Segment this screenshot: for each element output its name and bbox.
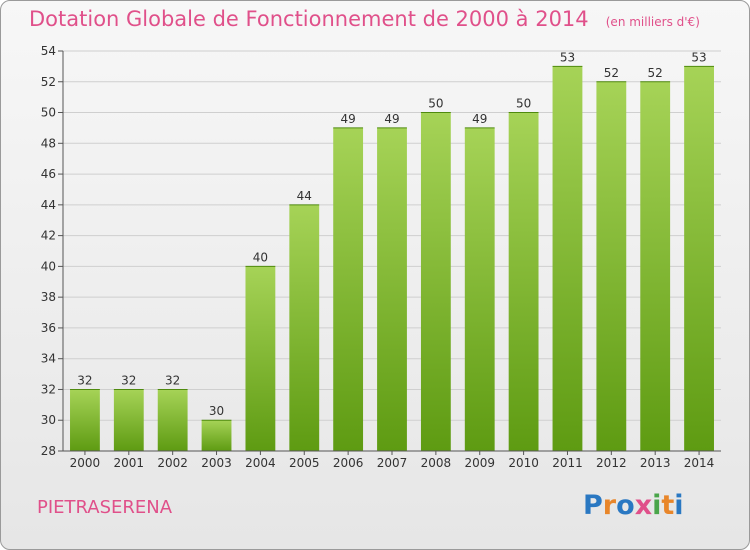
bar <box>640 81 671 452</box>
bar-value-label: 53 <box>560 50 575 64</box>
commune-name: PIETRASERENA <box>37 497 173 518</box>
x-tick-label: 2009 <box>464 456 495 470</box>
logo-letter: r <box>602 490 617 521</box>
x-tick-label: 2010 <box>508 456 539 470</box>
y-tick-label: 40 <box>41 259 56 273</box>
y-tick-label: 50 <box>41 106 56 120</box>
bar-value-label: 32 <box>165 373 180 387</box>
bar <box>333 127 364 451</box>
y-tick-label: 32 <box>41 382 56 396</box>
bar <box>464 127 495 451</box>
x-tick-label: 2011 <box>552 456 583 470</box>
x-tick-label: 2004 <box>245 456 276 470</box>
y-tick-label: 36 <box>41 321 56 335</box>
x-tick-label: 2003 <box>201 456 232 470</box>
y-tick-label: 34 <box>41 352 56 366</box>
x-tick-label: 2013 <box>640 456 671 470</box>
logo-letter: t <box>661 490 675 521</box>
y-tick-label: 46 <box>41 167 56 181</box>
bar-value-label: 52 <box>648 66 663 80</box>
bar-value-label: 49 <box>472 112 487 126</box>
y-tick-label: 28 <box>41 444 56 458</box>
bar <box>508 112 539 452</box>
logo-letter: i <box>674 490 684 521</box>
bar <box>289 204 320 451</box>
bar <box>684 66 714 451</box>
bar-value-label: 50 <box>516 97 531 111</box>
x-tick-label: 2014 <box>684 456 715 470</box>
y-tick-label: 52 <box>41 75 56 89</box>
logo-letter: o <box>616 490 635 521</box>
logo-letter: i <box>652 490 662 521</box>
unit-note: (en milliers d'€) <box>605 15 700 29</box>
bar-value-label: 50 <box>428 97 443 111</box>
logo-letter: x <box>634 490 653 521</box>
bar-value-label: 40 <box>253 250 268 264</box>
bar <box>420 112 451 452</box>
x-tick-label: 2000 <box>70 456 101 470</box>
y-tick-label: 42 <box>41 229 56 243</box>
bar-value-label: 32 <box>77 373 92 387</box>
bar-value-label: 49 <box>384 112 399 126</box>
y-tick-label: 38 <box>41 290 56 304</box>
bar-value-label: 52 <box>604 66 619 80</box>
x-tick-label: 2007 <box>377 456 408 470</box>
bar <box>70 389 100 451</box>
y-tick-label: 44 <box>41 198 56 212</box>
bar-value-label: 32 <box>121 373 136 387</box>
x-tick-label: 2008 <box>421 456 452 470</box>
bar <box>552 66 583 451</box>
bar-value-label: 53 <box>691 50 706 64</box>
x-tick-label: 2002 <box>157 456 188 470</box>
bar <box>201 420 232 451</box>
bar-value-label: 30 <box>209 404 224 418</box>
bar <box>377 127 407 451</box>
proxiti-logo: Proxiti <box>583 490 684 521</box>
x-tick-label: 2006 <box>333 456 364 470</box>
bar <box>157 389 188 451</box>
bar-value-label: 49 <box>340 112 355 126</box>
bar <box>245 266 276 451</box>
bar <box>113 389 144 451</box>
x-tick-label: 2001 <box>114 456 145 470</box>
logo-letter: P <box>583 490 603 521</box>
x-tick-label: 2005 <box>289 456 320 470</box>
y-tick-label: 30 <box>41 413 56 427</box>
x-tick-label: 2012 <box>596 456 627 470</box>
y-tick-label: 48 <box>41 136 56 150</box>
title-row: Dotation Globale de Fonctionnement de 20… <box>29 7 700 31</box>
chart-title: Dotation Globale de Fonctionnement de 20… <box>29 7 589 31</box>
bar-value-label: 44 <box>297 189 312 203</box>
bar <box>596 81 627 452</box>
y-tick-label: 54 <box>41 44 56 58</box>
